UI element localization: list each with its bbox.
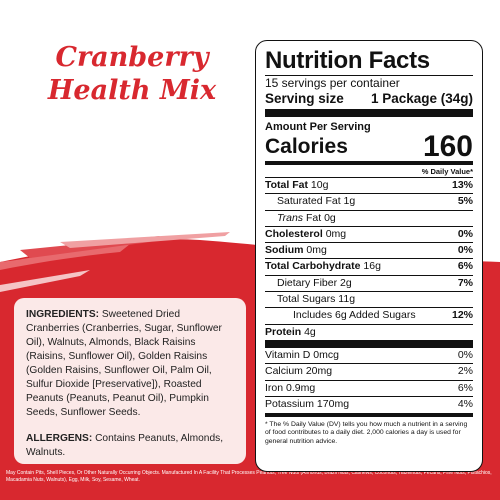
servings-per-container: 15 servings per container [265,76,400,90]
ingredients-label: INGREDIENTS: [26,309,100,320]
row-calcium: Calcium 20mg 2% [265,363,473,379]
row-total-carbohydrate: Total Carbohydrate 16g 6% [265,258,473,274]
product-title-line1: Cranberry [55,42,209,73]
serving-size-label: Serving size [265,91,344,106]
row-trans-fat: Trans Fat 0g [265,209,473,226]
calories-value: 160 [422,130,473,163]
daily-value-footnote: * The % Daily Value (DV) tells you how m… [265,421,468,445]
ingredients-card: INGREDIENTS: Sweetened Dried Cranberries… [14,298,246,464]
row-iron: Iron 0.9mg 6% [265,379,473,396]
calories-label: Calories [265,135,348,158]
row-protein: Protein 4g [265,323,473,340]
row-total-sugars: Total Sugars 11g [265,291,473,307]
row-potassium: Potassium 170mg 4% [265,395,473,412]
nutrition-title: Nutrition Facts [265,47,430,74]
ingredients-paragraph: INGREDIENTS: Sweetened Dried Cranberries… [26,308,234,420]
row-sodium: Sodium 0mg 0% [265,242,473,258]
allergens-label: ALLERGENS: [26,433,93,444]
facility-footnote: May Contain Pits, Shell Pieces, Or Other… [6,470,492,483]
allergens-text: Contains Peanuts, Almonds, Walnuts. [26,433,224,458]
product-title-line2: Health Mix [47,75,217,107]
amount-per-serving: Amount Per Serving [265,121,371,133]
nutrition-facts-panel: Nutrition Facts 15 servings per containe… [255,40,483,472]
row-added-sugars: Includes 6g Added Sugars 12% [265,307,473,323]
product-title: Cranberry Health Mix [32,42,232,106]
row-total-fat: Total Fat 10g 13% [265,177,473,193]
row-vitamin-d: Vitamin D 0mcg 0% [265,348,473,361]
row-saturated-fat: Saturated Fat 1g 5% [265,193,473,209]
serving-size-value: 1 Package (34g) [370,91,473,106]
allergens-paragraph: ALLERGENS: Contains Peanuts, Almonds, Wa… [26,432,234,460]
row-dietary-fiber: Dietary Fiber 2g 7% [265,274,473,291]
serving-size-row: Serving size 1 Package (34g) [265,91,473,107]
ingredients-text: Sweetened Dried Cranberries (Cranberries… [26,309,222,418]
calories-row: Calories 160 [265,130,473,163]
daily-value-header: % Daily Value* [421,167,473,176]
row-cholesterol: Cholesterol 0mg 0% [265,225,473,242]
